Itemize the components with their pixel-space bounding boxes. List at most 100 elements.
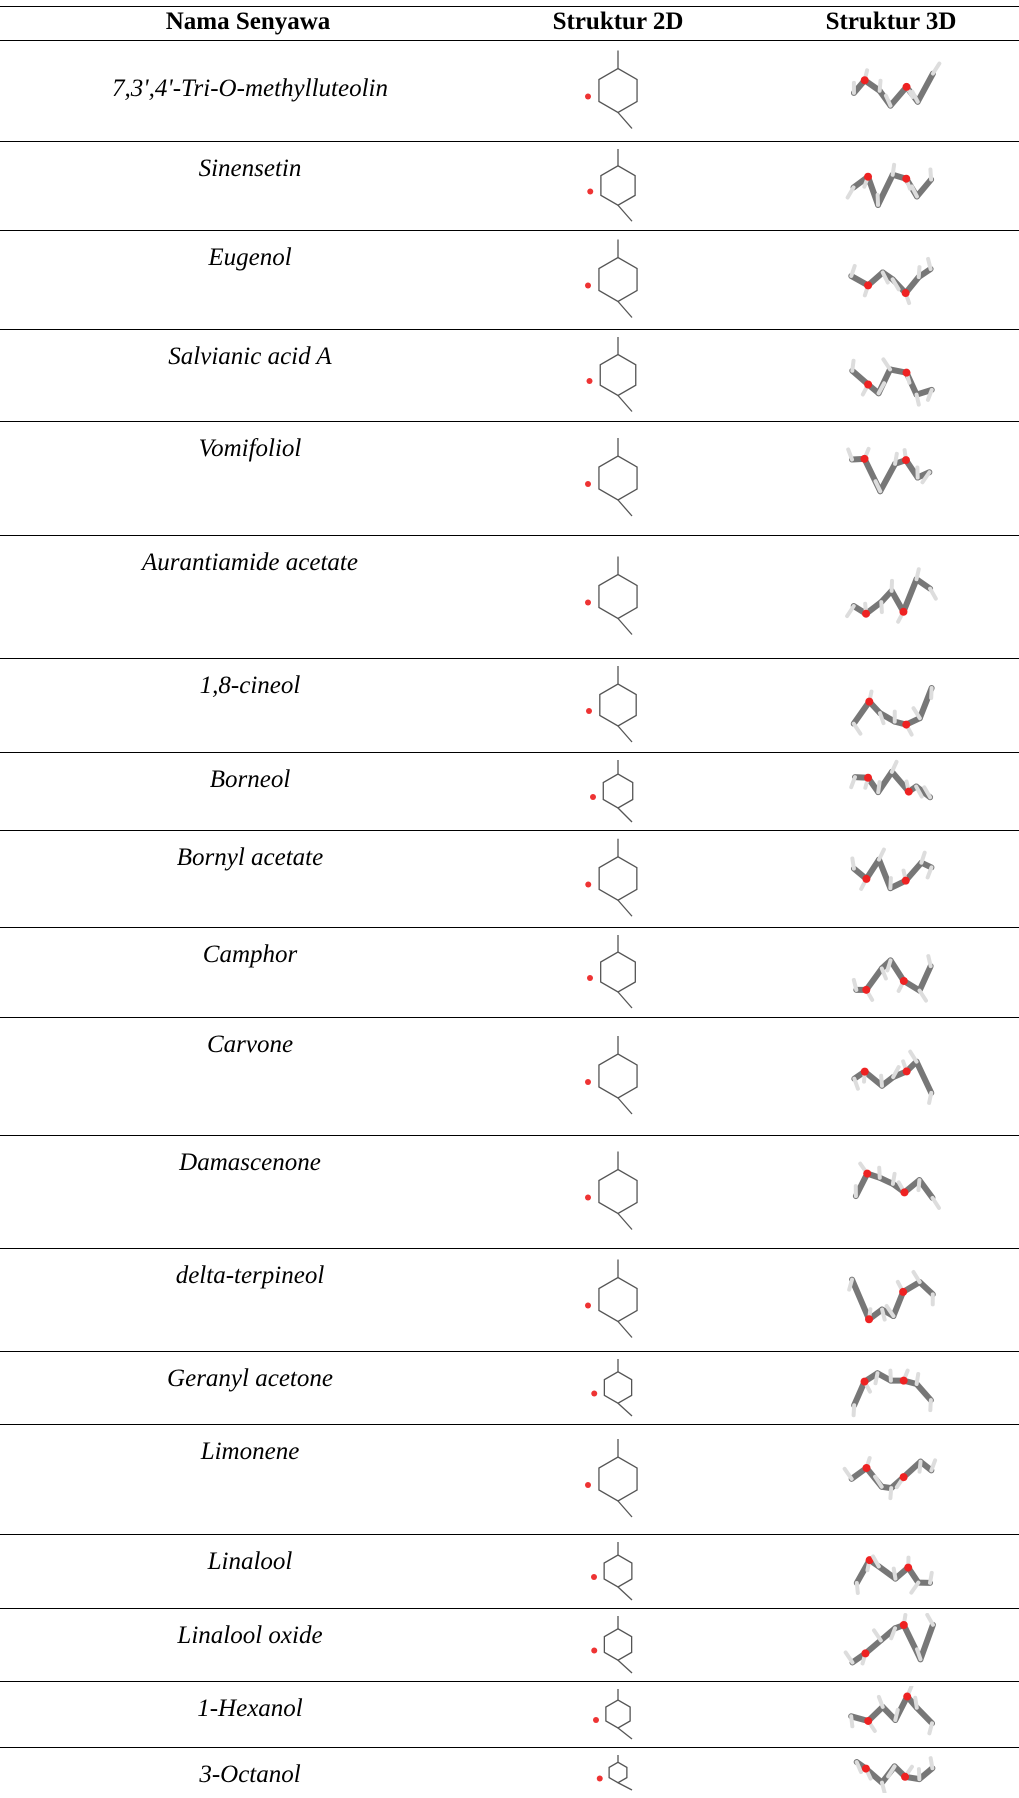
hydrogen: [915, 1698, 917, 1708]
bond: [917, 1062, 932, 1093]
structure-2d: [548, 1539, 688, 1603]
hydrogen: [928, 956, 930, 966]
structure-3d: [831, 663, 951, 747]
oxygen: [903, 1693, 911, 1701]
hydrogen: [930, 1400, 931, 1410]
rule: [0, 1017, 1019, 1018]
heteroatom: [591, 1574, 597, 1580]
structure-3d: [831, 1140, 951, 1243]
rule: [0, 1135, 1019, 1136]
hydrogen: [914, 708, 920, 718]
heteroatom: [585, 1079, 591, 1085]
compound-name: Bornyl acetate: [40, 844, 460, 872]
bond: [618, 1783, 632, 1790]
hydrogen: [881, 1076, 882, 1086]
bond: [917, 1384, 931, 1400]
compound-name: Aurantiamide acetate: [40, 549, 460, 577]
structure-2d: [548, 1752, 688, 1793]
hydrogen: [930, 589, 936, 599]
hydrogen: [875, 1373, 877, 1383]
hydrogen: [933, 1198, 939, 1208]
ring: [606, 1700, 630, 1728]
bond: [618, 619, 632, 635]
ring: [599, 1457, 637, 1501]
bond: [918, 74, 933, 102]
hydrogen: [849, 1280, 852, 1290]
oxygen: [900, 977, 908, 985]
rule: [0, 421, 1019, 422]
oxygen: [865, 1315, 873, 1323]
compound-name: Eugenol: [40, 244, 460, 272]
heteroatom: [586, 708, 592, 714]
ring: [604, 1372, 631, 1404]
hydrogen: [878, 782, 879, 792]
structure-3d: [831, 146, 951, 225]
hydrogen: [881, 602, 882, 612]
structure-3d: [831, 757, 951, 825]
oxygen: [860, 455, 868, 463]
compound-name: Salvianic acid A: [40, 343, 460, 371]
hydrogen: [851, 777, 855, 787]
hydrogen: [851, 1716, 852, 1726]
hydrogen: [882, 1783, 885, 1793]
compound-name: Limonene: [40, 1438, 460, 1466]
bond: [880, 464, 895, 491]
oxygen: [899, 608, 907, 616]
rule: [0, 1608, 1019, 1609]
hydrogen: [917, 1374, 919, 1384]
hydrogen: [847, 606, 854, 616]
rule: [0, 658, 1019, 659]
oxygen: [904, 1564, 912, 1572]
oxygen: [863, 1464, 871, 1472]
structure-3d: [831, 540, 951, 653]
heteroatom: [591, 1391, 597, 1397]
oxygen: [902, 456, 910, 464]
hydrogen: [929, 1093, 931, 1103]
structure-2d: [548, 1140, 688, 1243]
ring: [604, 1555, 632, 1587]
structure-2d: [548, 932, 688, 1012]
bond: [618, 726, 632, 742]
compound-name: Vomifoliol: [40, 435, 460, 463]
hydrogen: [888, 1766, 894, 1776]
ring: [601, 952, 636, 992]
hydrogen: [913, 1272, 919, 1282]
hydrogen: [846, 1652, 853, 1662]
hydrogen: [848, 188, 854, 198]
oxygen: [862, 875, 870, 883]
hydrogen: [879, 1697, 883, 1707]
compound-name: 1-Hexanol: [40, 1695, 460, 1723]
hydrogen: [917, 395, 919, 405]
bond: [618, 1728, 632, 1739]
bond: [852, 1280, 869, 1320]
structure-3d: [831, 426, 951, 530]
compound-name: Linalool: [40, 1548, 460, 1576]
oxygen: [905, 788, 913, 796]
structure-3d: [831, 334, 951, 416]
rule: [0, 830, 1019, 831]
bond: [618, 1214, 632, 1230]
structure-2d: [548, 663, 688, 747]
hydrogen: [883, 359, 890, 369]
heteroatom: [585, 1195, 591, 1201]
structure-3d: [831, 1686, 951, 1742]
rule: [0, 40, 1019, 41]
hydrogen: [890, 878, 891, 888]
oxygen: [902, 877, 910, 885]
structure-2d: [548, 1356, 688, 1419]
bond: [878, 175, 893, 205]
ring: [599, 575, 637, 619]
heteroatom: [585, 481, 591, 487]
structure-2d: [548, 235, 688, 324]
oxygen: [902, 721, 910, 729]
compound-name: Linalool oxide: [40, 1622, 460, 1650]
bond: [916, 579, 930, 588]
bond: [919, 1180, 932, 1198]
oxygen: [864, 1717, 872, 1725]
structure-3d: [831, 1429, 951, 1529]
rule: [0, 329, 1019, 330]
rule: [0, 535, 1019, 536]
bond: [618, 500, 632, 516]
hydrogen: [931, 1758, 933, 1768]
heteroatom: [585, 600, 591, 606]
